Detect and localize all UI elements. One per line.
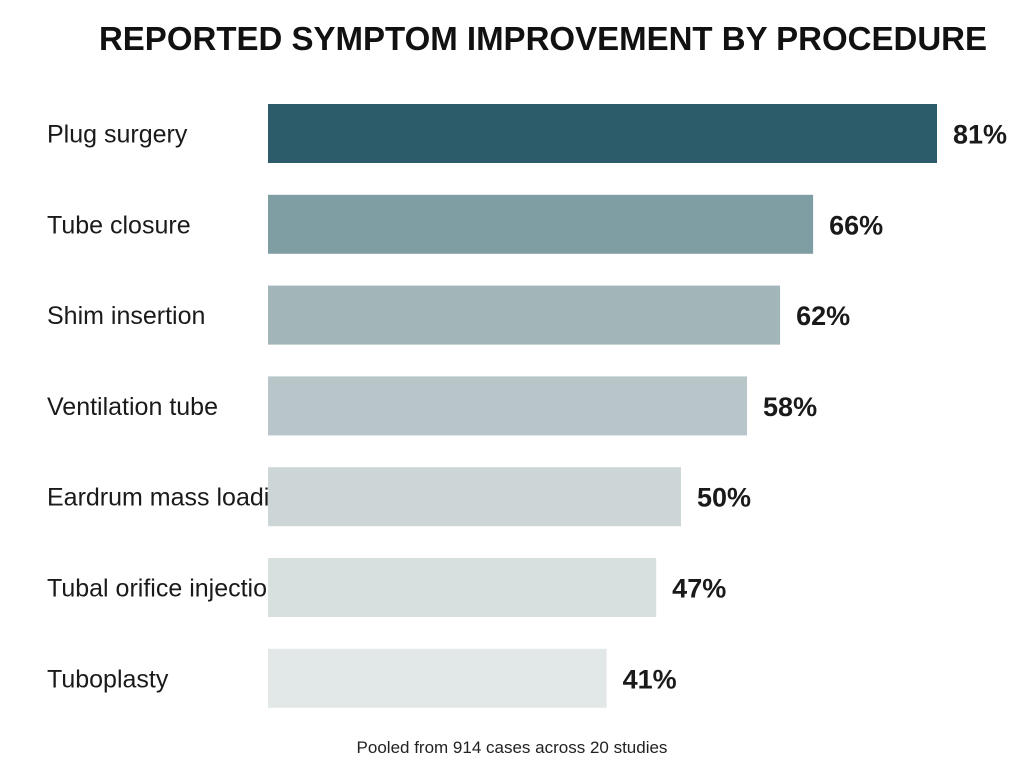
value-label: 62% xyxy=(796,301,850,331)
bar xyxy=(268,648,607,708)
value-label: 58% xyxy=(763,392,817,422)
chart-title: REPORTED SYMPTOM IMPROVEMENT BY PROCEDUR… xyxy=(99,20,987,57)
category-label: Ventilation tube xyxy=(47,393,218,421)
value-label: 50% xyxy=(697,483,751,513)
bar xyxy=(268,467,681,527)
source-note: Pooled from 914 cases across 20 studies xyxy=(357,738,668,757)
bar xyxy=(268,558,657,617)
category-label: Tubal orifice injection xyxy=(47,575,281,603)
value-label: 47% xyxy=(672,574,726,604)
bars-layer: Plug surgery 81% Tube closure 66% Shim inser… xyxy=(47,104,1007,708)
category-label: Tuboplasty xyxy=(47,665,169,693)
value-label: 66% xyxy=(829,210,883,240)
bar xyxy=(268,376,748,436)
category-label: Plug surgery xyxy=(47,121,188,149)
category-label: Shim insertion xyxy=(47,302,205,330)
bar xyxy=(268,194,814,254)
value-label: 41% xyxy=(623,664,677,694)
category-label: Eardrum mass loading xyxy=(47,484,297,512)
value-label: 81% xyxy=(953,120,1007,150)
bar xyxy=(268,104,937,163)
category-label: Tube closure xyxy=(47,211,191,239)
bar xyxy=(268,285,781,345)
